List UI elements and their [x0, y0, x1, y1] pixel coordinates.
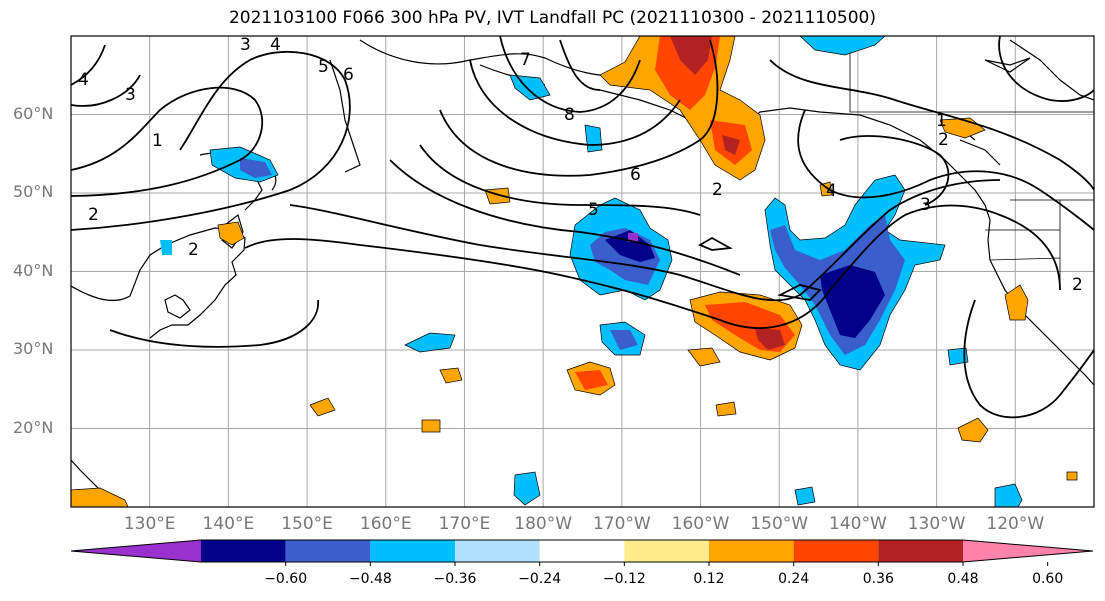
longitude-label: 140°W: [829, 514, 887, 534]
latitude-label: 40°N: [13, 260, 54, 280]
contour-label: 3: [125, 85, 136, 105]
colorbar-swatch: [709, 540, 794, 562]
longitude-label: 150°W: [750, 514, 809, 534]
longitude-label: 130°E: [123, 514, 176, 534]
colorbar-swatch: [201, 540, 286, 562]
colorbar-swatch: [71, 540, 201, 562]
contour-label-group: 1 2 3 4 3 4 5 6 7 8 6 2 5 2 4 3 1 2 2: [78, 35, 1083, 295]
anomaly-shading: [71, 36, 1078, 507]
colorbar-outline: [70, 539, 1094, 563]
colorbar-tick-label: 0.36: [862, 571, 894, 587]
longitude-label: 120°W: [986, 514, 1045, 534]
latitude-label: 20°N: [13, 417, 54, 437]
contour-label: 4: [78, 70, 89, 90]
latitude-label: 60°N: [13, 103, 54, 123]
longitude-label: 180°W: [514, 514, 573, 534]
contour-label: 3: [920, 195, 931, 215]
colorbar-swatch: [539, 540, 625, 562]
colorbar-tick-label: −0.60: [264, 571, 308, 587]
contour-label: 2: [88, 205, 99, 225]
pv-contours: [71, 36, 1094, 419]
contour-label: 2: [712, 180, 723, 200]
contour-label: 8: [564, 105, 575, 125]
colorbar-swatch: [963, 540, 1093, 562]
latitude-label: 30°N: [13, 339, 54, 358]
colorbar-tick-label: 0.60: [1032, 571, 1064, 587]
contour-label: 4: [826, 181, 837, 201]
colorbar: [70, 539, 1094, 566]
contour-label: 2: [938, 130, 949, 150]
colorbar-swatch: [878, 540, 963, 562]
contour-label: 2: [188, 240, 199, 260]
contour-label: 5: [318, 57, 329, 77]
longitude-label: 170°E: [438, 514, 491, 534]
colorbar-swatch: [370, 540, 455, 562]
map-frame: [70, 35, 1095, 508]
contour-label: 6: [630, 165, 641, 185]
colorbar-tick-label: −0.48: [348, 571, 392, 587]
contour-label: 2: [1072, 275, 1083, 295]
colorbar-tick-label: −0.36: [433, 571, 477, 587]
longitude-label: 150°E: [281, 514, 333, 534]
colorbar-tick-label: −0.12: [602, 571, 646, 587]
contour-label: 7: [520, 50, 531, 70]
longitude-label: 160°E: [359, 514, 412, 534]
longitude-label: 170°W: [592, 514, 651, 534]
longitude-label: 130°W: [907, 514, 966, 534]
colorbar-swatch: [624, 540, 709, 562]
colorbar-tick-label: −0.24: [518, 571, 562, 587]
contour-label: 1: [152, 131, 163, 151]
borders: [849, 36, 1094, 290]
colorbar-tick-label: 0.24: [778, 571, 810, 587]
contour-label: 5: [588, 200, 599, 220]
colorbar-swatch: [455, 540, 540, 562]
contour-label: 3: [240, 35, 251, 55]
longitude-label: 140°E: [202, 514, 255, 534]
colorbar-tick-label: 0.48: [947, 571, 979, 587]
colorbar-swatch: [793, 540, 879, 562]
latitude-label: 50°N: [13, 182, 54, 201]
colorbar-tick-label: 0.12: [693, 571, 725, 587]
chart-title: 2021103100 F066 300 hPa PV, IVT Landfall…: [228, 8, 876, 28]
longitude-label: 160°W: [671, 514, 730, 534]
contour-label: 4: [270, 35, 281, 55]
contour-label: 1: [936, 111, 947, 131]
colorbar-swatch: [285, 540, 371, 562]
contour-label: 6: [343, 65, 354, 85]
